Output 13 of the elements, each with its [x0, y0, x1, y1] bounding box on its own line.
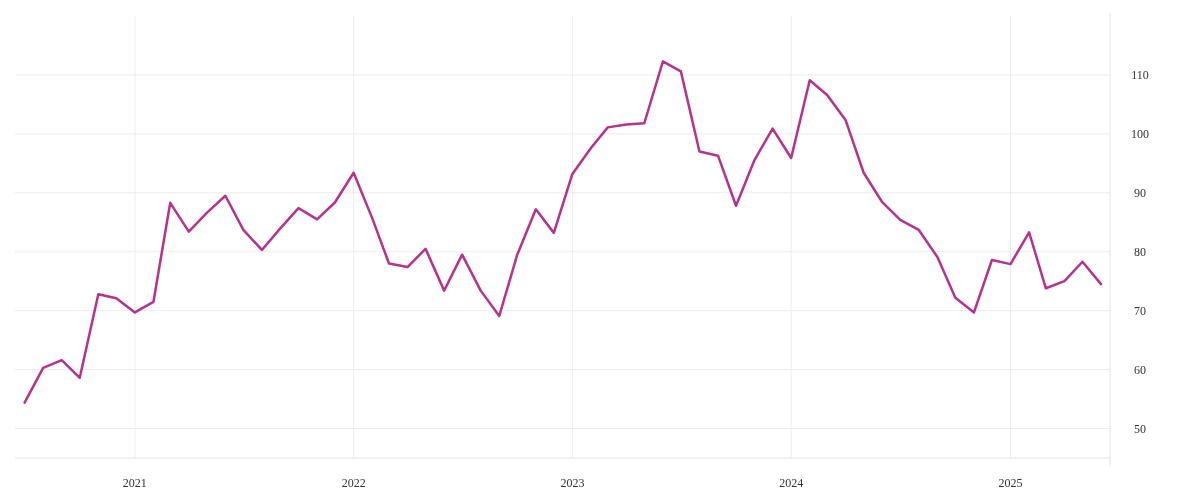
y-tick-label: 100: [1131, 127, 1149, 142]
line-series: [23, 60, 1103, 404]
y-tick-label: 80: [1134, 244, 1146, 259]
x-tick-label: 2025: [998, 476, 1023, 490]
y-tick-label: 70: [1134, 303, 1146, 318]
y-tick-label: 60: [1134, 362, 1146, 377]
x-tick-label: 2022: [341, 476, 366, 490]
y-tick-label: 90: [1134, 186, 1146, 200]
y-tick-label: 50: [1134, 421, 1146, 436]
x-tick-label: 2024: [779, 476, 804, 490]
y-tick-label: 110: [1131, 68, 1149, 83]
x-tick-label: 2021: [122, 476, 147, 490]
x-tick-label: 2023: [560, 476, 585, 490]
